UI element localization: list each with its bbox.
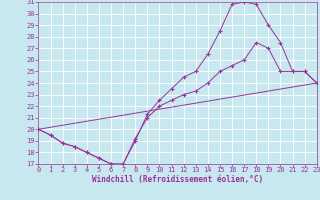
X-axis label: Windchill (Refroidissement éolien,°C): Windchill (Refroidissement éolien,°C) — [92, 175, 263, 184]
